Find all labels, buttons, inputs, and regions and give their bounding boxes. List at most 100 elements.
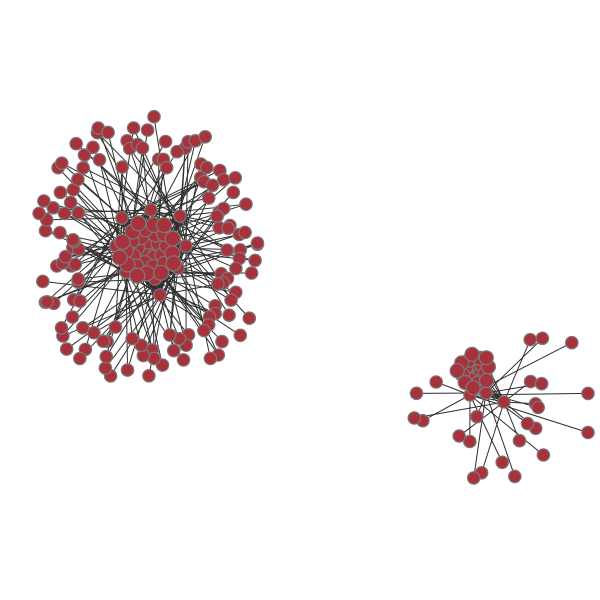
- large-cluster-peripheral-node: [229, 261, 243, 276]
- large-cluster-peripheral-node: [40, 294, 54, 309]
- large-cluster-edge: [121, 181, 205, 219]
- large-cluster-edge: [115, 166, 123, 247]
- small-cluster-peripheral-node: [462, 434, 477, 449]
- large-cluster-peripheral-node: [53, 225, 67, 240]
- large-cluster-peripheral-node: [108, 320, 123, 334]
- small-cluster-peripheral-node: [536, 448, 551, 462]
- large-cluster-peripheral-node: [35, 274, 50, 289]
- large-cluster-hub-node: [179, 239, 193, 253]
- large-cluster-peripheral-node: [59, 342, 74, 356]
- small-cluster-peripheral-node: [534, 376, 549, 391]
- large-cluster-edge: [78, 248, 127, 273]
- large-cluster-edge: [177, 267, 211, 318]
- large-cluster-core-node: [156, 216, 173, 234]
- large-cluster-hub-node: [173, 209, 187, 223]
- large-cluster-core-node: [129, 267, 146, 284]
- large-cluster-edge: [83, 154, 117, 247]
- large-cluster-peripheral-node: [210, 209, 224, 223]
- large-cluster-edge: [125, 271, 129, 371]
- small-cluster-edge: [469, 394, 503, 463]
- large-cluster-edge: [159, 207, 225, 296]
- large-cluster-peripheral-node: [66, 233, 80, 247]
- large-cluster-peripheral-node: [77, 148, 92, 162]
- large-cluster-hub-node: [144, 203, 158, 217]
- large-cluster-peripheral-node: [57, 206, 72, 221]
- large-cluster-peripheral-node: [221, 221, 235, 236]
- large-cluster-peripheral-node: [158, 134, 173, 149]
- large-cluster-peripheral-node: [115, 160, 129, 174]
- large-cluster-peripheral-node: [170, 144, 184, 159]
- large-cluster-edge: [185, 233, 240, 247]
- large-cluster-peripheral-node: [92, 153, 107, 167]
- large-cluster-peripheral-node: [120, 363, 135, 377]
- small-cluster-peripheral-node: [535, 331, 550, 346]
- large-cluster-peripheral-node: [228, 171, 243, 185]
- large-cluster-peripheral-node: [73, 351, 87, 366]
- small-cluster-core-node: [478, 350, 494, 366]
- large-cluster-core-node: [130, 215, 147, 232]
- large-cluster-edge: [150, 197, 210, 211]
- large-cluster-peripheral-node: [37, 194, 51, 208]
- large-cluster-core-node: [165, 255, 182, 272]
- large-cluster-peripheral-node: [147, 109, 161, 124]
- large-cluster-peripheral-node: [76, 320, 90, 335]
- small-cluster-edge: [469, 394, 544, 456]
- large-cluster-edge: [42, 280, 161, 296]
- large-cluster-hub-node: [153, 288, 167, 302]
- small-cluster-peripheral-node: [512, 433, 527, 448]
- large-cluster-peripheral-node: [96, 334, 110, 348]
- large-cluster-peripheral-node: [98, 361, 113, 375]
- large-cluster-peripheral-node: [69, 136, 83, 151]
- large-cluster-peripheral-node: [46, 201, 60, 215]
- small-cluster-peripheral-node: [507, 469, 522, 484]
- small-cluster-hub-node: [497, 395, 511, 409]
- large-cluster-peripheral-node: [197, 323, 211, 338]
- large-cluster-core-node: [164, 230, 181, 247]
- large-cluster-peripheral-node: [99, 349, 114, 364]
- large-cluster-edge: [38, 209, 152, 214]
- large-cluster-peripheral-node: [220, 243, 234, 257]
- large-cluster-peripheral-node: [76, 161, 90, 175]
- large-cluster-peripheral-node: [53, 185, 68, 200]
- large-cluster-peripheral-node: [248, 253, 262, 268]
- large-cluster-peripheral-node: [239, 197, 253, 211]
- large-cluster-peripheral-node: [54, 320, 69, 335]
- large-cluster-edge: [129, 148, 181, 217]
- large-cluster-peripheral-node: [238, 225, 252, 240]
- small-cluster-edge: [469, 394, 589, 433]
- large-cluster-edge: [93, 271, 127, 334]
- nodes-layer: [32, 109, 595, 485]
- large-cluster-peripheral-node: [73, 294, 87, 308]
- large-cluster-peripheral-node: [224, 293, 238, 307]
- small-cluster-peripheral-node: [581, 386, 595, 401]
- large-cluster-edge: [82, 167, 181, 217]
- small-cluster-edge: [485, 392, 516, 477]
- large-cluster-peripheral-node: [65, 310, 80, 324]
- large-cluster-peripheral-node: [63, 195, 78, 210]
- small-cluster-peripheral-node: [523, 332, 537, 347]
- small-cluster-core-node: [464, 346, 480, 362]
- small-cluster-peripheral-node: [531, 400, 545, 415]
- small-cluster-peripheral-node: [429, 375, 443, 389]
- large-cluster-peripheral-node: [54, 156, 69, 170]
- large-cluster-core-node: [111, 249, 128, 266]
- small-cluster-peripheral-node: [523, 374, 538, 389]
- large-cluster-hub-node: [115, 211, 129, 225]
- large-cluster-peripheral-node: [222, 308, 236, 322]
- large-cluster-peripheral-node: [126, 121, 141, 135]
- large-cluster-peripheral-node: [216, 173, 231, 187]
- large-cluster-peripheral-node: [140, 123, 155, 137]
- small-cluster-peripheral-node: [409, 386, 424, 401]
- large-cluster-peripheral-node: [244, 266, 259, 280]
- large-cluster-edge: [93, 294, 161, 334]
- large-cluster-edge: [137, 144, 187, 247]
- small-cluster-edge: [422, 394, 471, 422]
- large-cluster-peripheral-node: [87, 325, 101, 340]
- small-cluster-peripheral-node: [466, 471, 481, 485]
- small-cluster-peripheral-node: [407, 411, 422, 425]
- small-cluster-core-node: [465, 380, 481, 396]
- small-cluster-peripheral-node: [470, 409, 484, 424]
- large-cluster-peripheral-node: [250, 236, 265, 250]
- large-cluster-peripheral-node: [211, 277, 225, 291]
- large-cluster-edge: [64, 212, 117, 247]
